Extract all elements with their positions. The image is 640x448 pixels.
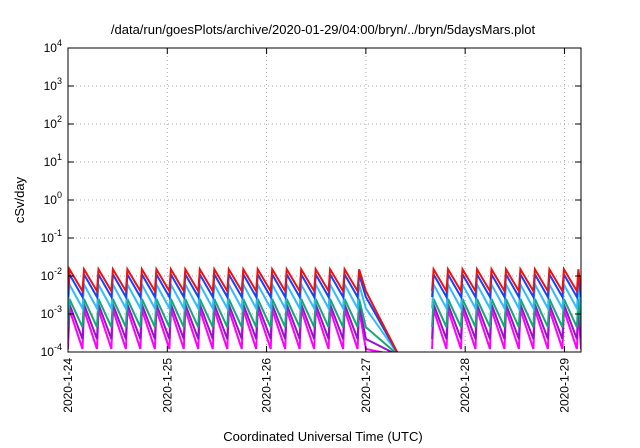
x-tick-label: 2020-1-29: [557, 358, 571, 413]
y-tick-label: 102: [44, 114, 62, 131]
y-axis-label: cSv/day: [12, 176, 27, 223]
x-axis-label: Coordinated Universal Time (UTC): [223, 429, 422, 444]
x-tick-label: 2020-1-27: [359, 358, 373, 413]
x-tick-label: 2020-1-24: [61, 358, 75, 413]
series-line: [68, 266, 581, 352]
y-tick-label: 101: [44, 152, 62, 169]
x-axis-ticks: 2020-1-24 2020-1-25 2020-1-26 2020-1-27 2020…: [61, 48, 571, 413]
y-tick-label: 104: [44, 38, 62, 55]
y-tick-label: 10-1: [41, 228, 62, 245]
y-tick-label: 10-2: [41, 266, 62, 283]
y-tick-label: 103: [44, 76, 62, 93]
y-tick-label: 10-4: [41, 342, 62, 359]
chart-title: /data/run/goesPlots/archive/2020-01-29/0…: [111, 22, 536, 37]
x-tick-label: 2020-1-26: [260, 358, 274, 413]
y-tick-label: 100: [44, 190, 62, 207]
y-axis-ticks: 10-4 10-3 10-2 10-1 100 101 102 103 104: [41, 38, 581, 359]
y-tick-label: 10-3: [41, 304, 62, 321]
x-tick-label: 2020-1-28: [458, 358, 472, 413]
x-tick-label: 2020-1-25: [160, 358, 174, 413]
series-group: [68, 266, 581, 352]
